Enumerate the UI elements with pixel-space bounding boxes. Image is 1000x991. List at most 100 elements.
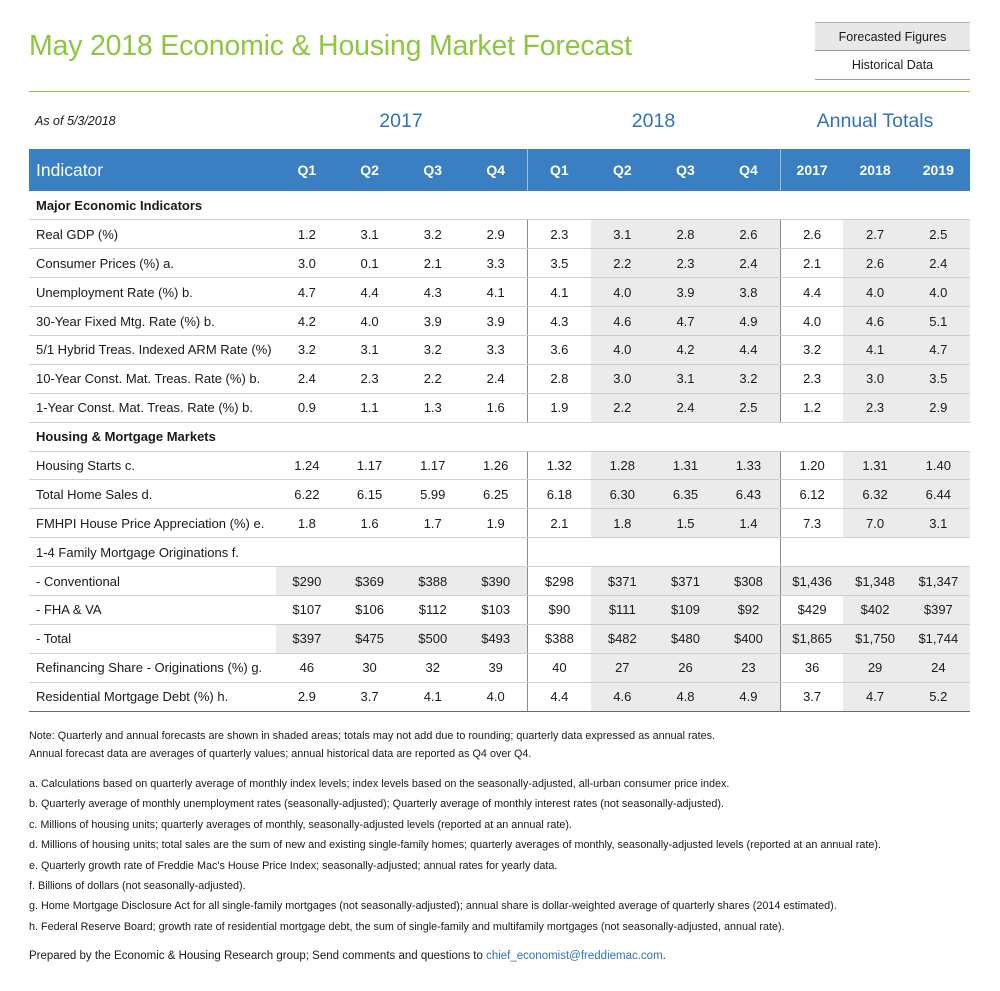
table-cell: $1,744	[906, 624, 970, 654]
table-cell: 4.7	[843, 682, 907, 712]
table-cell: $308	[717, 566, 781, 596]
table-cell: 3.8	[717, 277, 781, 308]
table-cell	[275, 537, 338, 568]
table-cell: 3.2	[275, 335, 338, 365]
section-housing-markets: Housing & Mortgage Markets	[29, 422, 970, 452]
table-cell: 3.0	[590, 364, 654, 394]
table-cell: 2.2	[590, 248, 654, 279]
table-cell: 5.2	[906, 682, 970, 712]
column-header: Q4	[717, 149, 781, 191]
footnote-a: a. Calculations based on quarterly avera…	[29, 778, 730, 790]
table-cell: 4.0	[337, 306, 402, 336]
table-cell: 2.9	[464, 219, 528, 250]
table-cell: 46	[275, 653, 338, 683]
table-row: 30-Year Fixed Mtg. Rate (%) b. 4.2 4.0 3.9 3…	[29, 306, 970, 336]
table-cell: 1.28	[590, 451, 654, 481]
table-cell: 32	[401, 653, 465, 683]
table-cell: 30	[337, 653, 402, 683]
table-cell: 7.3	[779, 508, 844, 539]
table-cell: 4.2	[653, 335, 718, 365]
year-header-2017: 2017	[379, 110, 423, 132]
table-cell: $500	[401, 624, 465, 654]
table-cell: $369	[337, 566, 402, 596]
table-cell	[590, 537, 654, 568]
section-title: Housing & Mortgage Markets	[29, 422, 970, 452]
table-cell: 2.5	[717, 393, 781, 423]
row-label: 30-Year Fixed Mtg. Rate (%) b.	[29, 306, 276, 336]
table-cell: 3.9	[401, 306, 465, 336]
table-row: FMHPI House Price Appreciation (%) e. 1.8…	[29, 508, 970, 539]
table-cell: $111	[590, 595, 654, 625]
table-cell: 1.6	[337, 508, 402, 539]
row-label: 5/1 Hybrid Treas. Indexed ARM Rate (%) b…	[29, 335, 276, 365]
column-header: Q2	[337, 149, 402, 191]
table-cell: 3.7	[337, 682, 402, 712]
table-cell: 1.3	[401, 393, 465, 423]
table-cell: 3.1	[590, 219, 654, 250]
table-cell: $371	[653, 566, 718, 596]
table-cell: 3.1	[906, 508, 970, 539]
row-label: - FHA & VA	[29, 595, 276, 625]
row-label: Residential Mortgage Debt (%) h.	[29, 682, 276, 712]
table-cell: 1.5	[653, 508, 718, 539]
table-cell: 4.0	[464, 682, 528, 712]
table-cell: 0.9	[275, 393, 338, 423]
row-label: Unemployment Rate (%) b.	[29, 277, 276, 308]
legend: Forecasted Figures Historical Data	[815, 22, 970, 80]
title-divider	[29, 91, 970, 92]
table-cell: 1.33	[717, 451, 781, 481]
table-cell: 1.2	[275, 219, 338, 250]
table-cell: $397	[906, 595, 970, 625]
table-cell: 2.2	[401, 364, 465, 394]
table-row: 10-Year Const. Mat. Treas. Rate (%) b. 2.…	[29, 364, 970, 394]
table-cell: 40	[527, 653, 591, 683]
table-cell: $390	[464, 566, 528, 596]
table-cell: 4.1	[527, 277, 591, 308]
table-cell: $1,436	[779, 566, 844, 596]
table-cell: 29	[843, 653, 907, 683]
row-label: 1-4 Family Mortgage Originations f.	[29, 537, 276, 568]
table-cell: 3.1	[337, 219, 402, 250]
table-cell	[464, 537, 528, 568]
table-cell: 4.1	[464, 277, 528, 308]
table-cell	[527, 537, 591, 568]
table-cell: 3.2	[401, 335, 465, 365]
table-cell: 39	[464, 653, 528, 683]
table-cell: 24	[906, 653, 970, 683]
table-cell: 4.4	[337, 277, 402, 308]
table-cell: 3.6	[527, 335, 591, 365]
table-row: Real GDP (%) 1.2 3.1 3.2 2.9 2.3 3.1 2.8 2.6 2.6 2…	[29, 219, 970, 250]
table-cell: $106	[337, 595, 402, 625]
table-cell: 4.6	[843, 306, 907, 336]
table-cell: 2.6	[843, 248, 907, 279]
table-cell: 6.15	[337, 479, 402, 510]
table-cell: 3.9	[464, 306, 528, 336]
table-cell: 2.8	[527, 364, 591, 394]
table-cell: 3.0	[275, 248, 338, 279]
table-cell: 2.4	[464, 364, 528, 394]
table-cell: 3.1	[653, 364, 718, 394]
table-cell: 3.3	[464, 248, 528, 279]
table-cell: 2.4	[653, 393, 718, 423]
table-cell: 2.1	[401, 248, 465, 279]
table-cell: 1.31	[653, 451, 718, 481]
table-cell: $107	[275, 595, 338, 625]
table-cell: 2.9	[906, 393, 970, 423]
table-cell: 6.32	[843, 479, 907, 510]
table-cell: 4.8	[653, 682, 718, 712]
table-cell: $112	[401, 595, 465, 625]
row-label: Refinancing Share - Originations (%) g.	[29, 653, 276, 683]
notes: Note: Quarterly and annual forecasts are…	[29, 728, 715, 763]
table-row: Consumer Prices (%) a. 3.0 0.1 2.1 3.3 3.5 2.2…	[29, 248, 970, 279]
contact-email-link[interactable]: chief_economist@freddiemac.com	[486, 950, 663, 962]
table-cell: 1.32	[527, 451, 591, 481]
table-cell: 1.24	[275, 451, 338, 481]
table-cell: 3.9	[653, 277, 718, 308]
table-cell: 0.1	[337, 248, 402, 279]
as-of-date: As of 5/3/2018	[35, 114, 116, 128]
table-cell: 4.9	[717, 682, 781, 712]
column-header: Q2	[590, 149, 654, 191]
table-cell: 2.6	[779, 219, 844, 250]
column-header: Q3	[653, 149, 718, 191]
table-cell: $402	[843, 595, 907, 625]
